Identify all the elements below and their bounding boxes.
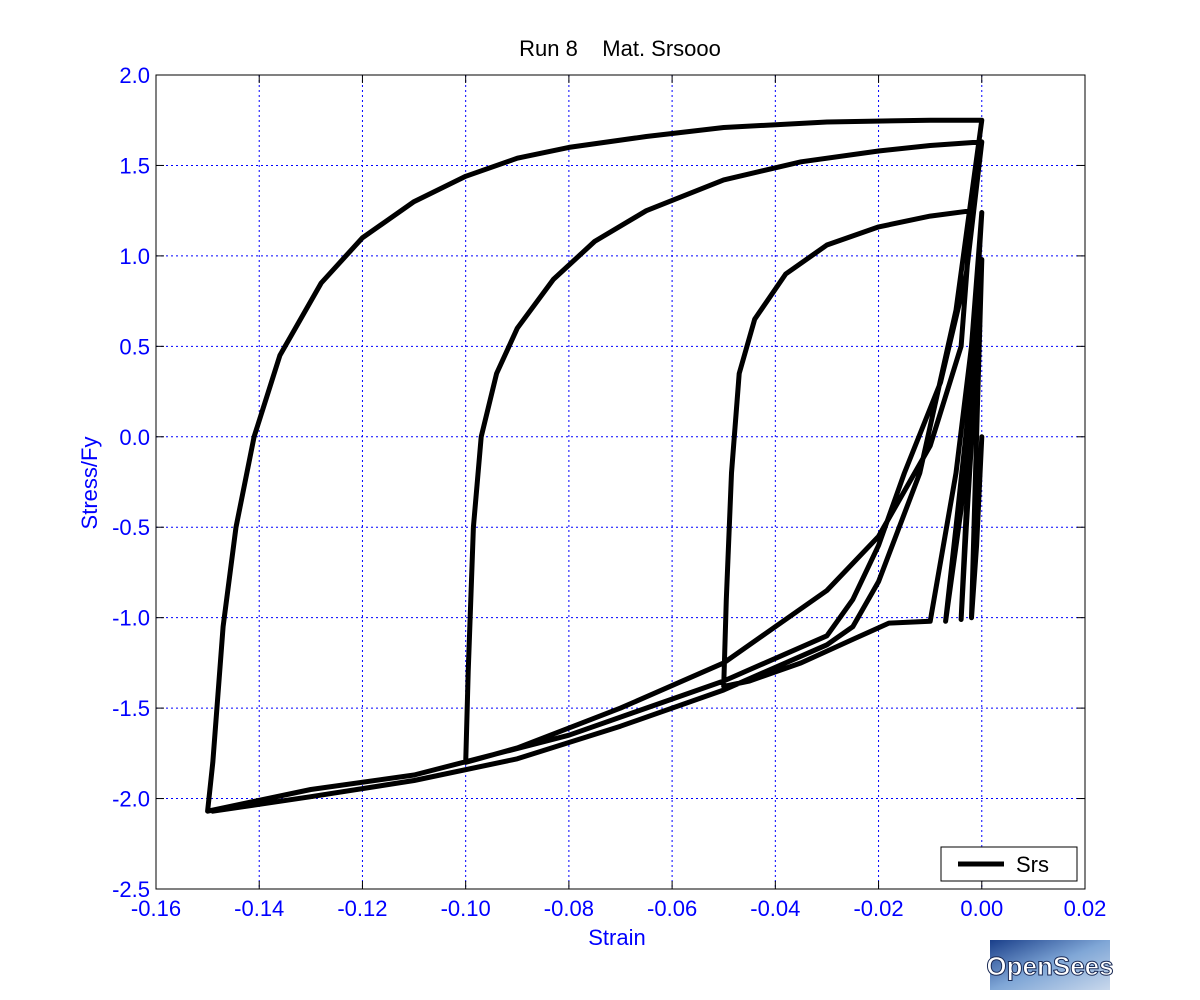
y-axis-label: Stress/Fy — [77, 437, 102, 530]
y-axis-ticks: -2.5 -2.0 -1.5 -1.0 -0.5 0.0 0.5 1.0 1.5 2.0 — [112, 63, 1085, 902]
series-layer — [205, 117, 985, 814]
legend: Srs — [940, 846, 1078, 882]
x-tick-label: -0.04 — [750, 896, 800, 921]
plot-area — [156, 75, 1085, 889]
opensees-logo: OpenSees — [986, 940, 1114, 990]
y-tick-label: -2.0 — [112, 787, 150, 812]
y-tick-label: -2.5 — [112, 877, 150, 902]
y-tick-label: -1.0 — [112, 606, 150, 631]
x-axis-ticks: -0.16 -0.14 -0.12 -0.10 -0.08 -0.06 -0.04 -0.02… — [131, 75, 1106, 921]
y-tick-label: 0.5 — [119, 334, 150, 359]
y-tick-label: -0.5 — [112, 515, 150, 540]
x-tick-label: -0.08 — [544, 896, 594, 921]
series-line-srs — [205, 117, 985, 814]
legend-label: Srs — [1016, 852, 1049, 877]
x-axis-label: Strain — [588, 925, 645, 950]
grid-lines — [156, 75, 1085, 889]
x-tick-label: -0.16 — [131, 896, 181, 921]
x-tick-label: -0.12 — [337, 896, 387, 921]
plot-frame — [155, 74, 1086, 890]
y-tick-label: 1.0 — [119, 244, 150, 269]
y-tick-label: 0.0 — [119, 425, 150, 450]
logo-background — [990, 940, 1110, 990]
x-tick-label: -0.06 — [647, 896, 697, 921]
x-tick-label: 0.00 — [960, 896, 1003, 921]
y-tick-label: -1.5 — [112, 696, 150, 721]
y-tick-label: 2.0 — [119, 63, 150, 88]
y-tick-label: 1.5 — [119, 153, 150, 178]
x-tick-label: -0.14 — [234, 896, 284, 921]
logo-text: OpenSees — [986, 951, 1113, 981]
x-tick-label: -0.10 — [441, 896, 491, 921]
x-tick-label: -0.02 — [853, 896, 903, 921]
x-tick-label: 0.02 — [1064, 896, 1107, 921]
chart-title: Run 8 Mat. Srsooo — [519, 36, 721, 61]
